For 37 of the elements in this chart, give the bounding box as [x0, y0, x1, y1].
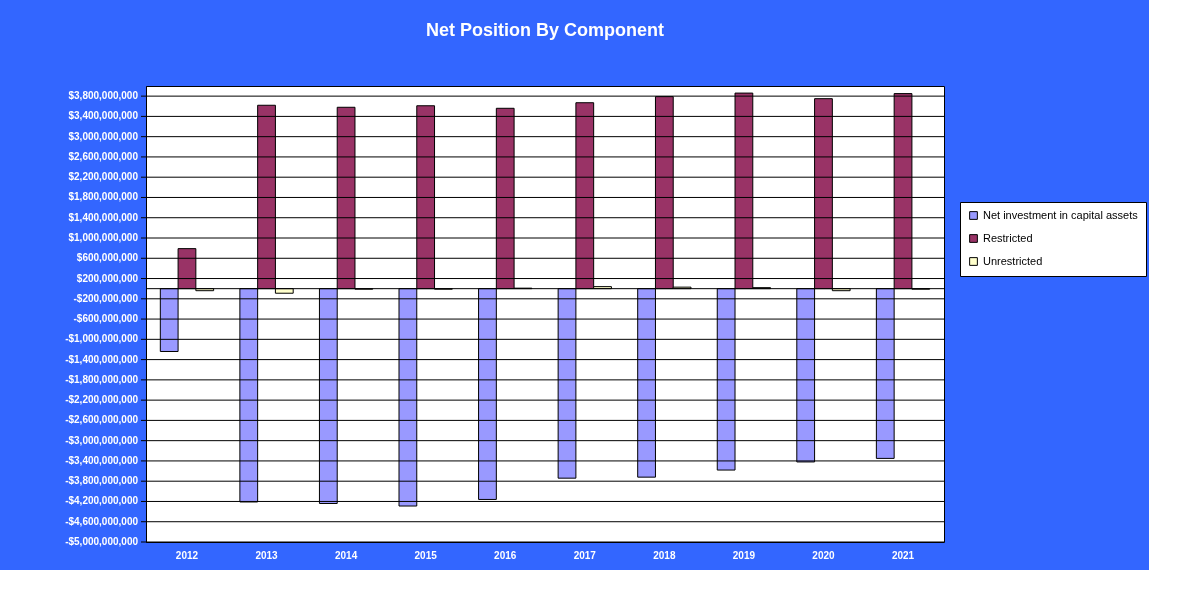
- x-tick-label: 2015: [414, 549, 438, 561]
- x-tick-label: 2014: [334, 549, 358, 561]
- x-tick-label: 2019: [732, 549, 756, 561]
- y-tick-label: $1,400,000,000: [68, 211, 139, 223]
- y-tick-label: $1,000,000,000: [68, 232, 139, 243]
- y-tick-label: $3,000,000,000: [68, 130, 139, 142]
- y-tick-label: -$4,600,000,000: [65, 515, 139, 527]
- x-tick-label: 2013: [255, 549, 279, 561]
- x-tick-label: 2021: [891, 549, 915, 561]
- y-tick-label: -$3,400,000,000: [65, 454, 139, 466]
- x-tick-label: 2016: [494, 549, 517, 561]
- y-tick-label: $1,800,000,000: [68, 191, 139, 203]
- y-tick-label: $3,800,000,000: [68, 90, 139, 102]
- x-tick-label: 2012: [175, 549, 199, 561]
- y-tick-label: -$600,000,000: [73, 313, 139, 325]
- y-tick-label: -$5,000,000,000: [65, 536, 139, 547]
- legend-label: Net investment in capital assets: [983, 208, 1139, 221]
- y-tick-label: -$1,400,000,000: [65, 353, 139, 365]
- y-tick-label: -$1,800,000,000: [65, 373, 139, 385]
- y-tick-label: $200,000,000: [76, 272, 139, 284]
- y-tick-label: -$3,000,000,000: [65, 434, 139, 446]
- x-tick-label: 2018: [653, 549, 676, 561]
- y-tick-label: -$200,000,000: [73, 292, 139, 304]
- y-tick-label: -$3,800,000,000: [65, 475, 139, 487]
- y-tick-label: $3,400,000,000: [68, 110, 139, 122]
- y-tick-label: -$2,200,000,000: [65, 394, 139, 406]
- y-tick-label: -$4,200,000,000: [65, 495, 139, 507]
- y-tick-label: $2,200,000,000: [68, 171, 139, 183]
- y-tick-label: -$2,600,000,000: [65, 414, 139, 426]
- legend-label: Restricted: [983, 231, 1033, 244]
- x-tick-label: 2017: [573, 549, 597, 561]
- y-tick-label: -$1,000,000,000: [65, 333, 139, 345]
- legend-label: Unrestricted: [983, 254, 1043, 267]
- y-tick-label: $600,000,000: [76, 252, 139, 264]
- y-tick-label: $2,600,000,000: [68, 150, 139, 162]
- chart-title: Net Position By Component: [426, 20, 664, 40]
- x-tick-label: 2020: [812, 549, 836, 561]
